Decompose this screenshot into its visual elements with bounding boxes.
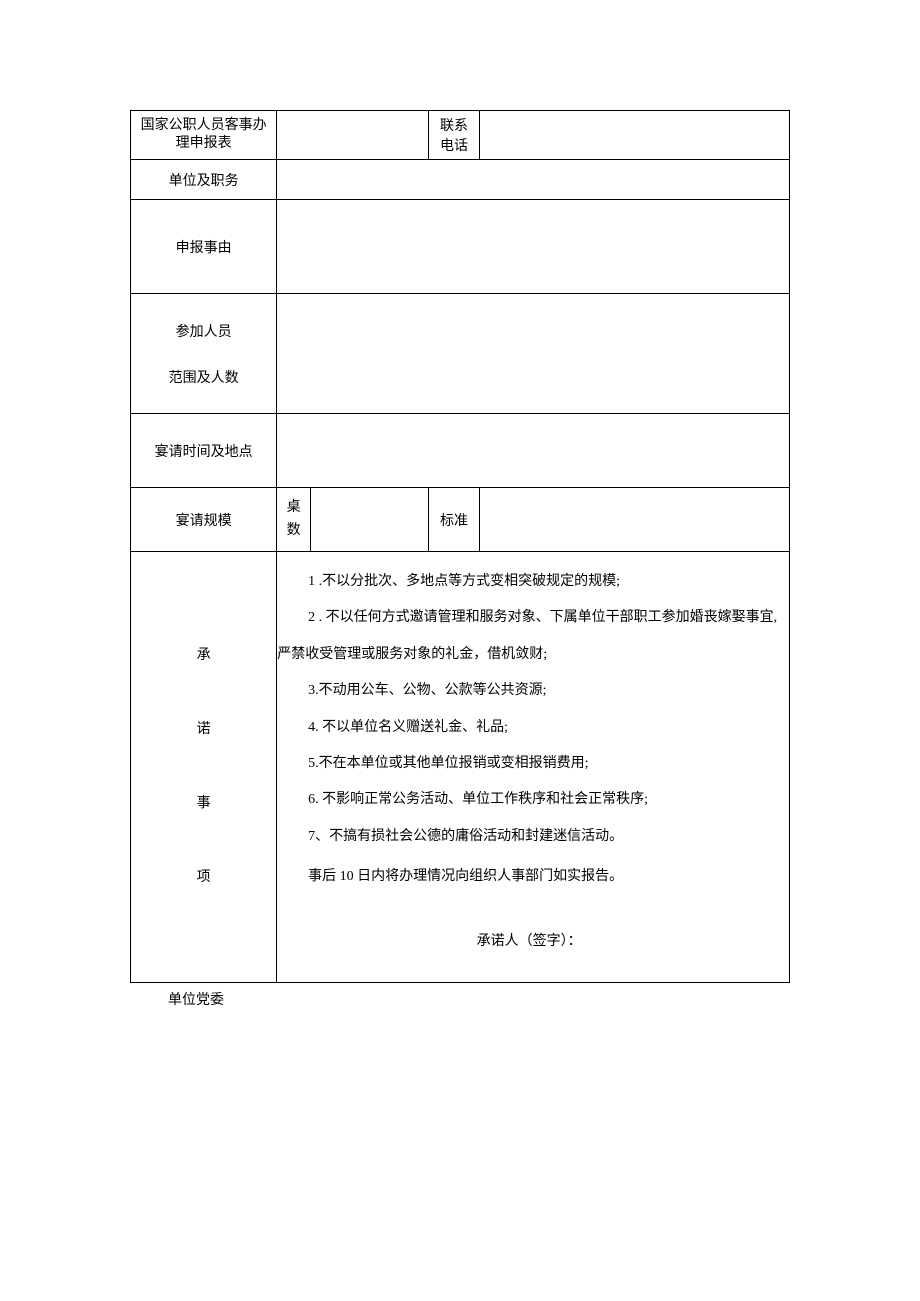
contact-label: 联系电话 (428, 111, 479, 160)
attendees-label-line1: 参加人员 (137, 321, 270, 341)
attendees-value (277, 294, 790, 414)
unit-position-label: 单位及职务 (131, 160, 277, 200)
reason-label: 申报事由 (131, 200, 277, 294)
commit-item-4: 4. 不以单位名义赠送礼金、礼品; (277, 710, 781, 746)
commit-followup: 事后 10 日内将办理情况向组织人事部门如实报告。 (277, 859, 781, 895)
commit-char-2: 事 (137, 767, 270, 841)
unit-position-value (277, 160, 790, 200)
time-place-label: 宴请时间及地点 (131, 414, 277, 488)
form-title-line1: 国家公职人员客事办 (137, 117, 270, 135)
table-count-label: 桌 数 (277, 488, 311, 552)
table-count-value (310, 488, 428, 552)
commit-char-3: 项 (137, 841, 270, 915)
table-count-label-l1: 桌 (283, 497, 304, 519)
declaration-form-table: 国家公职人员客事办 理申报表 联系电话 单位及职务 申报事由 参加人员 范围及人… (130, 110, 790, 983)
reason-value (277, 200, 790, 294)
commit-char-1: 诺 (137, 693, 270, 767)
form-title-line2: 理申报表 (137, 135, 270, 153)
commitment-side-label: 承 诺 事 项 (131, 552, 277, 983)
standard-value (480, 488, 790, 552)
attendees-label-line2: 范围及人数 (137, 367, 270, 387)
time-place-value (277, 414, 790, 488)
commitment-body: 1 .不以分批次、多地点等方式变相突破规定的规模; 2 . 不以任何方式邀请管理… (277, 552, 789, 982)
form-title-cell: 国家公职人员客事办 理申报表 (131, 111, 277, 160)
commit-item-7: 7、不搞有损社会公德的庸俗活动和封建迷信活动。 (277, 819, 781, 855)
attendees-label: 参加人员 范围及人数 (131, 294, 277, 414)
commit-item-3: 3.不动用公车、公物、公款等公共资源; (277, 673, 781, 709)
commit-char-0: 承 (137, 619, 270, 693)
contact-value (480, 111, 790, 160)
commit-item-1: 1 .不以分批次、多地点等方式变相突破规定的规模; (277, 564, 781, 600)
applicant-value (277, 111, 429, 160)
commit-item-5: 5.不在本单位或其他单位报销或变相报销费用; (277, 746, 781, 782)
scale-label: 宴请规模 (131, 488, 277, 552)
commit-item-2: 2 . 不以任何方式邀请管理和服务对象、下属单位干部职工参加婚丧嫁娶事宜,严禁收… (277, 600, 781, 673)
standard-label: 标准 (428, 488, 479, 552)
commit-item-6: 6. 不影响正常公务活动、单位工作秩序和社会正常秩序; (277, 782, 781, 818)
signature-label: 承诺人（签字）： (277, 924, 781, 960)
footer-fragment: 单位党委 (168, 989, 790, 1009)
table-count-label-l2: 数 (283, 520, 304, 542)
